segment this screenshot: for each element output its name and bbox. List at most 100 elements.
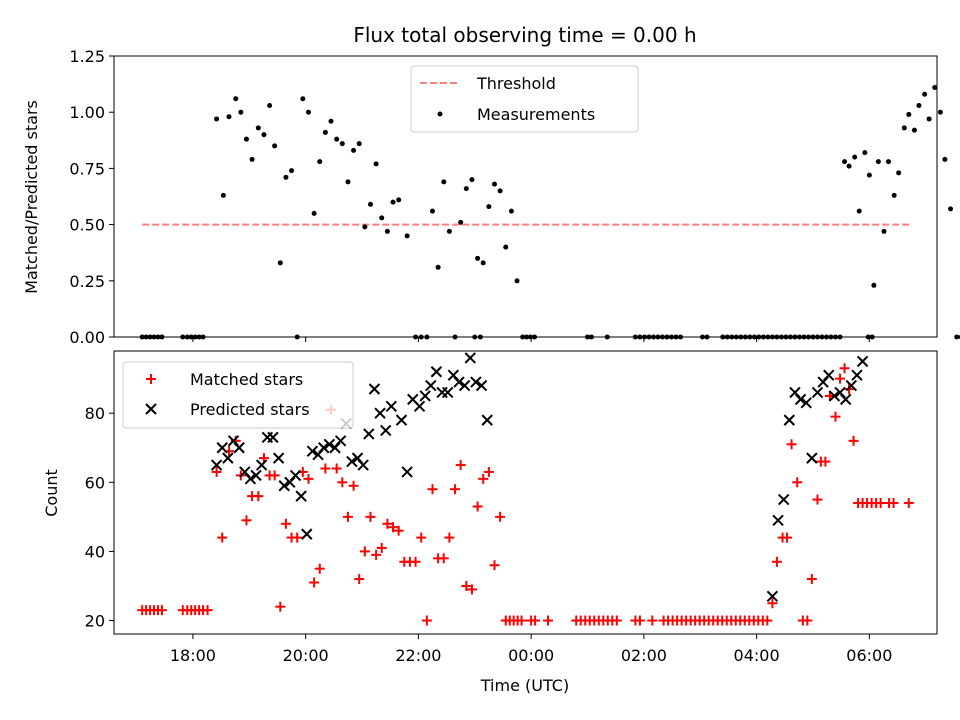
matched-star-point (444, 532, 455, 543)
predicted-star-point (800, 397, 812, 409)
matched-star-point (875, 498, 886, 509)
predicted-star-point (783, 414, 796, 426)
predicted-star-point (425, 379, 437, 392)
measurement-point (289, 168, 295, 174)
predicted-star-point (851, 369, 863, 381)
measurement-point (508, 208, 514, 214)
measurement-point (429, 208, 435, 214)
measurement-point (214, 116, 220, 122)
measurement-point (317, 159, 323, 165)
measurement-point (922, 91, 928, 97)
matched-star-point (820, 456, 831, 467)
matched-star-point (309, 577, 320, 588)
predicted-star-point (458, 379, 471, 392)
predicted-star-point (374, 407, 386, 419)
top-y-tick-label: 1.00 (69, 103, 105, 122)
measurement-point (842, 159, 848, 165)
measurement-point (856, 208, 862, 214)
bottom-x-tick-label: 04:00 (734, 646, 780, 665)
top-plot-frame (113, 55, 938, 338)
matched-star-point (812, 494, 823, 505)
bottom-marks (137, 352, 914, 626)
top-y-tick-label: 0.50 (69, 216, 105, 235)
predicted-star-point (306, 445, 319, 457)
predicted-star-point (401, 466, 413, 478)
predicted-star-point (794, 393, 807, 406)
measurement-point (875, 159, 881, 165)
top-y-tick-label: 0.75 (69, 159, 105, 178)
predicted-star-point (363, 428, 375, 440)
matched-star-point (634, 615, 645, 626)
predicted-star-point (475, 379, 488, 392)
measurement-point (404, 233, 410, 239)
predicted-star-point (379, 424, 392, 437)
measurement-point (390, 199, 396, 205)
predicted-star-point (210, 459, 223, 471)
top-legend: Threshold Measurements (410, 65, 639, 133)
predicted-star-point (346, 455, 358, 468)
matched-star-point (472, 501, 483, 512)
measurement-point (384, 228, 390, 234)
matched-star-point (393, 525, 404, 536)
measurement-point (942, 156, 948, 162)
matched-star-point (359, 546, 370, 557)
predicted-star-point (828, 390, 841, 402)
measurement-point (300, 96, 306, 102)
matched-star-point (802, 615, 813, 626)
matched-star-point (461, 580, 472, 591)
predicted-star-point (777, 493, 790, 506)
measurement-point (932, 84, 938, 90)
measurement-point (396, 197, 402, 203)
legend-matched-label: Matched stars (190, 370, 303, 389)
predicted-star-point (464, 352, 476, 364)
measurement-point (881, 228, 887, 234)
matched-star-point (782, 532, 793, 543)
matched-star-point (611, 615, 622, 626)
matched-star-point (253, 491, 264, 502)
matched-star-point (830, 411, 841, 422)
measurement-point (948, 206, 954, 212)
measurement-point (379, 215, 385, 221)
matched-star-point (792, 477, 803, 488)
measurement-point (475, 255, 481, 261)
matched-star-point (450, 484, 461, 495)
matched-star-point (543, 615, 554, 626)
matched-star-point (771, 556, 782, 567)
measurement-point (463, 186, 469, 192)
predicted-star-point (395, 414, 408, 426)
bottom-y-tick-label: 60 (85, 473, 105, 492)
predicted-star-point (323, 438, 336, 451)
legend-measurements-swatch (437, 111, 443, 117)
bottom-plot-frame (113, 350, 938, 635)
matched-star-point (806, 574, 817, 585)
measurement-point (896, 170, 902, 176)
measurement-point (846, 163, 852, 169)
measurement-point (435, 264, 441, 270)
predicted-star-point (430, 366, 443, 378)
matched-star-point (371, 549, 382, 560)
bottom-x-tick-label: 06:00 (846, 646, 892, 665)
matched-star-point (903, 498, 914, 509)
matched-star-point (416, 532, 427, 543)
top-y-axis: 0.00 0.25 0.50 0.75 1.00 1.25 (69, 47, 114, 347)
matched-star-point (762, 615, 773, 626)
matched-star-point (269, 470, 280, 481)
matched-star-point (421, 615, 432, 626)
predicted-star-point (442, 386, 454, 399)
predicted-star-point (278, 480, 290, 492)
measurement-point (238, 109, 244, 115)
bottom-y-tick-label: 20 (85, 612, 105, 631)
matched-star-point (331, 463, 342, 474)
measurement-point (249, 156, 255, 162)
matched-star-point (410, 556, 421, 567)
predicted-star-point (481, 414, 493, 426)
legend-predicted-swatch (145, 403, 157, 415)
matched-star-point (516, 615, 527, 626)
top-legend-box (410, 65, 639, 133)
measurement-point (503, 244, 509, 250)
measurement-point (243, 136, 249, 142)
predicted-star-point (289, 469, 302, 482)
predicted-star-point (222, 452, 234, 464)
predicted-star-point (845, 379, 858, 392)
